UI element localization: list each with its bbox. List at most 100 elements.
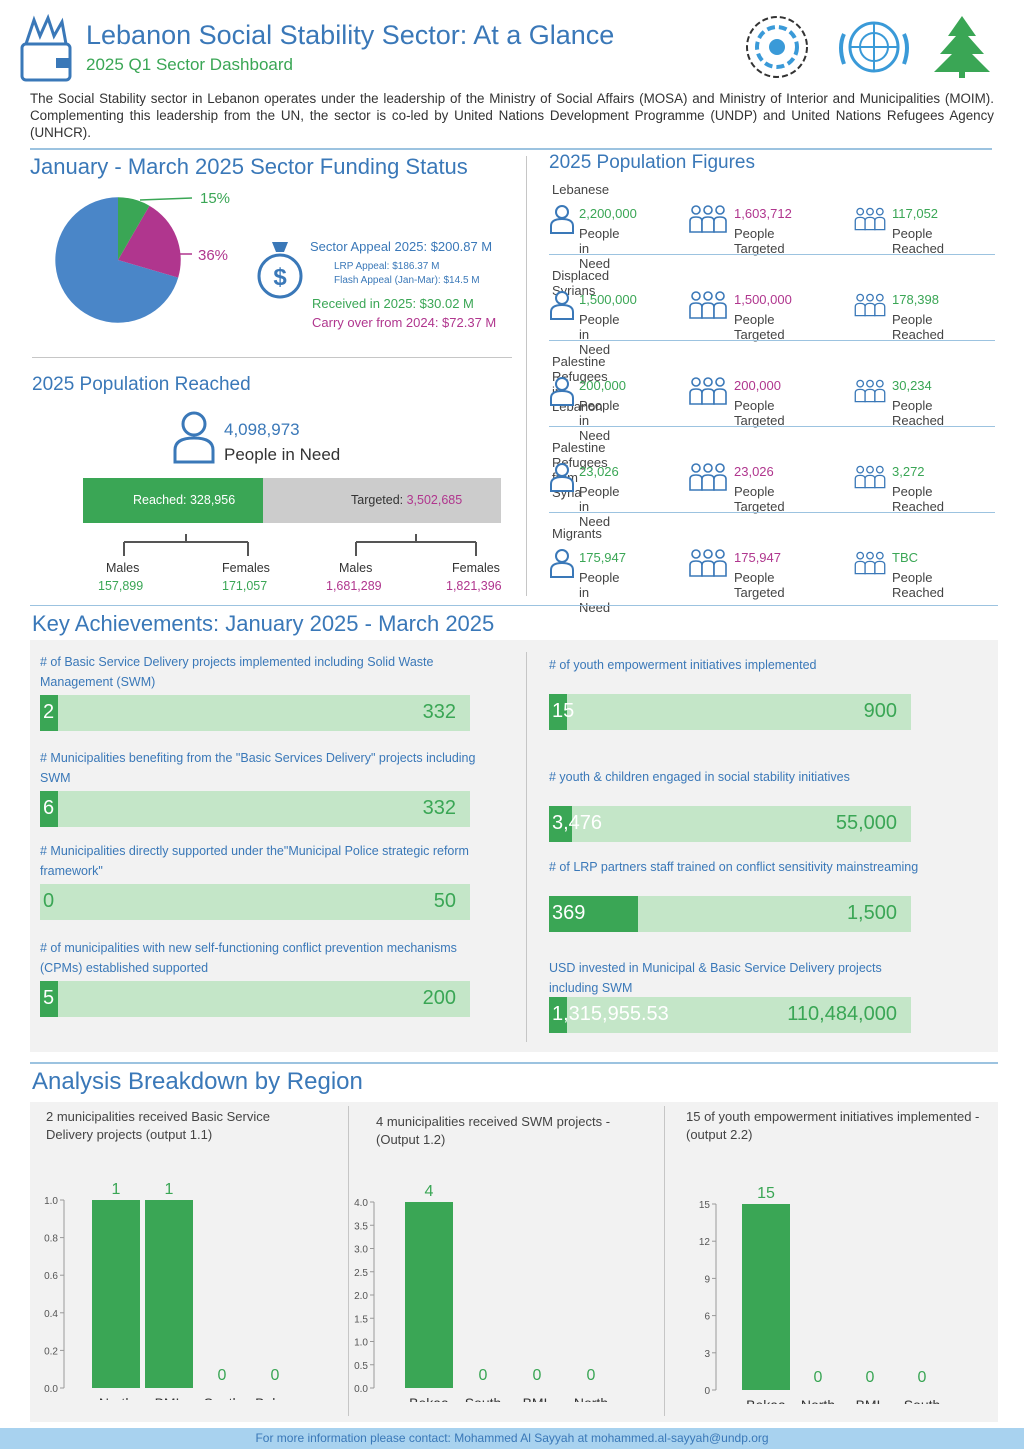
y-tick-label: 1.0 bbox=[354, 1338, 368, 1349]
chart-title: 4 municipalities received SWM projects -… bbox=[376, 1114, 611, 1147]
achievement-value: 6 bbox=[43, 797, 55, 819]
reached-title: 2025 Population Reached bbox=[32, 374, 251, 395]
population-reached-value: 178,398 bbox=[892, 292, 939, 307]
achievement-label: # Municipalities benefiting from the "Ba… bbox=[40, 751, 476, 785]
regions-divider-2 bbox=[664, 1106, 665, 1416]
region-bar-chart: 0.0 0.5 1.0 1.5 2.0 2.5 3.0 3.5 4.0 4 Bekaa 0 South 0… bbox=[354, 1183, 608, 1402]
reached-progress-bar bbox=[83, 478, 501, 523]
reached-males-value: 157,899 bbox=[98, 579, 144, 593]
people-group-icon bbox=[852, 376, 888, 411]
population-reached-value: 30,234 bbox=[892, 378, 932, 393]
regions-divider-1 bbox=[348, 1106, 349, 1416]
population-group-divider bbox=[549, 254, 995, 255]
un-emblem-icon bbox=[834, 14, 914, 85]
achievement-target: 332 bbox=[422, 797, 456, 819]
targeted-prefix: Targeted: bbox=[351, 493, 407, 507]
population-title: 2025 Population Figures bbox=[549, 152, 755, 173]
achievement-value: 15 bbox=[552, 700, 575, 722]
achievements-column-divider bbox=[526, 652, 527, 1042]
bar-value-label: 0 bbox=[479, 1367, 488, 1384]
region-bar-chart: 0.0 0.2 0.4 0.6 0.8 1.0 1 North 1 BML 0 South 0 Bekaa bbox=[44, 1181, 295, 1400]
regions-divider bbox=[30, 1062, 998, 1064]
achievement-progress-fill bbox=[40, 695, 58, 731]
bar bbox=[145, 1200, 193, 1388]
person-icon bbox=[549, 204, 575, 239]
population-pin-value: 200,000 bbox=[579, 378, 626, 393]
y-tick-label: 15 bbox=[699, 1200, 711, 1211]
achievement-label: # of youth empowerment initiatives imple… bbox=[549, 658, 817, 672]
achievement-progress-fill bbox=[549, 806, 572, 842]
people-group-icon bbox=[852, 204, 888, 239]
bar-value-label: 0 bbox=[533, 1367, 542, 1384]
category-label: Bekaa bbox=[255, 1395, 295, 1400]
achievement-target: 900 bbox=[863, 700, 897, 722]
person-icon bbox=[172, 410, 216, 469]
population-reached-value: TBC bbox=[892, 550, 918, 565]
achievement-progress-bar: 1,315,955.53 110,484,000 bbox=[549, 997, 911, 1033]
population-targeted-label: People Targeted bbox=[734, 570, 785, 600]
population-targeted-value: 175,947 bbox=[734, 550, 781, 565]
people-group-icon bbox=[852, 290, 888, 325]
person-icon bbox=[549, 376, 575, 411]
people-group-icon bbox=[686, 462, 730, 497]
achievement-progress-bar: 0 50 bbox=[40, 884, 470, 920]
population-group-name: Migrants bbox=[552, 526, 602, 541]
achievement-target: 1,500 bbox=[846, 902, 897, 924]
targeted-value: 3,502,685 bbox=[406, 493, 463, 507]
bar-value-label: 0 bbox=[918, 1369, 927, 1386]
bar-value-label: 15 bbox=[757, 1185, 775, 1202]
top-column-divider bbox=[526, 156, 527, 596]
people-group-icon bbox=[686, 204, 730, 239]
bar-value-label: 0 bbox=[866, 1369, 875, 1386]
population-targeted-value: 1,500,000 bbox=[734, 292, 792, 307]
person-icon bbox=[549, 548, 575, 583]
bar-value-label: 0 bbox=[587, 1367, 596, 1384]
population-group-name: Lebanese bbox=[552, 182, 610, 197]
y-tick-label: 2.5 bbox=[354, 1268, 368, 1279]
bar bbox=[92, 1200, 140, 1388]
category-label: BML bbox=[856, 1397, 885, 1404]
achievement-target: 332 bbox=[422, 701, 456, 723]
achievement-progress-bar: 5 200 bbox=[40, 981, 470, 1017]
achievement-target: 110,484,000 bbox=[787, 1003, 897, 1025]
population-pin-value: 175,947 bbox=[579, 550, 626, 565]
people-group-icon bbox=[852, 548, 888, 583]
population-pin-label: People in Need bbox=[579, 398, 620, 443]
y-tick-label: 0.5 bbox=[354, 1361, 368, 1372]
funding-divider bbox=[32, 357, 512, 358]
population-targeted-label: People Targeted bbox=[734, 312, 785, 342]
category-label: South bbox=[904, 1397, 941, 1404]
category-label: North bbox=[99, 1395, 133, 1400]
achievement-target: 200 bbox=[422, 987, 456, 1009]
population-group-divider bbox=[549, 340, 995, 341]
achievement-progress-fill bbox=[40, 791, 58, 827]
y-tick-label: 0.0 bbox=[354, 1384, 368, 1395]
y-tick-label: 3.5 bbox=[354, 1221, 368, 1232]
funding-appeal: Sector Appeal 2025: $200.87 M bbox=[310, 239, 493, 254]
achievement-value: 0 bbox=[43, 890, 55, 912]
population-targeted-value: 1,603,712 bbox=[734, 206, 792, 221]
undp-logo-icon bbox=[744, 14, 810, 85]
category-label: North bbox=[574, 1395, 608, 1402]
population-targeted-label: People Targeted bbox=[734, 484, 785, 514]
achievement-progress-bar: 15 900 bbox=[549, 694, 911, 730]
pie-label-green: 15% bbox=[200, 190, 231, 207]
category-label: South bbox=[204, 1395, 241, 1400]
person-icon bbox=[549, 290, 575, 325]
population-targeted-value: 200,000 bbox=[734, 378, 781, 393]
achievement-progress-bar: 2 332 bbox=[40, 695, 470, 731]
bar bbox=[405, 1202, 453, 1388]
regions-title: Analysis Breakdown by Region bbox=[32, 1068, 363, 1095]
money-bag-icon: $ bbox=[256, 238, 304, 305]
population-reached-label: People Reached bbox=[892, 484, 945, 514]
y-tick-label: 4.0 bbox=[354, 1198, 368, 1209]
sector-logo-icon bbox=[20, 13, 74, 82]
population-pin-label: People in Need bbox=[579, 484, 620, 529]
population-pin-value: 23,026 bbox=[579, 464, 619, 479]
reached-females-value: 171,057 bbox=[222, 579, 268, 593]
page-subtitle: 2025 Q1 Sector Dashboard bbox=[86, 55, 293, 74]
pie-slice-blue bbox=[55, 197, 179, 323]
achievement-label: USD invested in Municipal & Basic Servic… bbox=[549, 961, 882, 995]
achievement-target: 55,000 bbox=[835, 812, 897, 834]
population-reached-label: People Reached bbox=[892, 570, 945, 600]
